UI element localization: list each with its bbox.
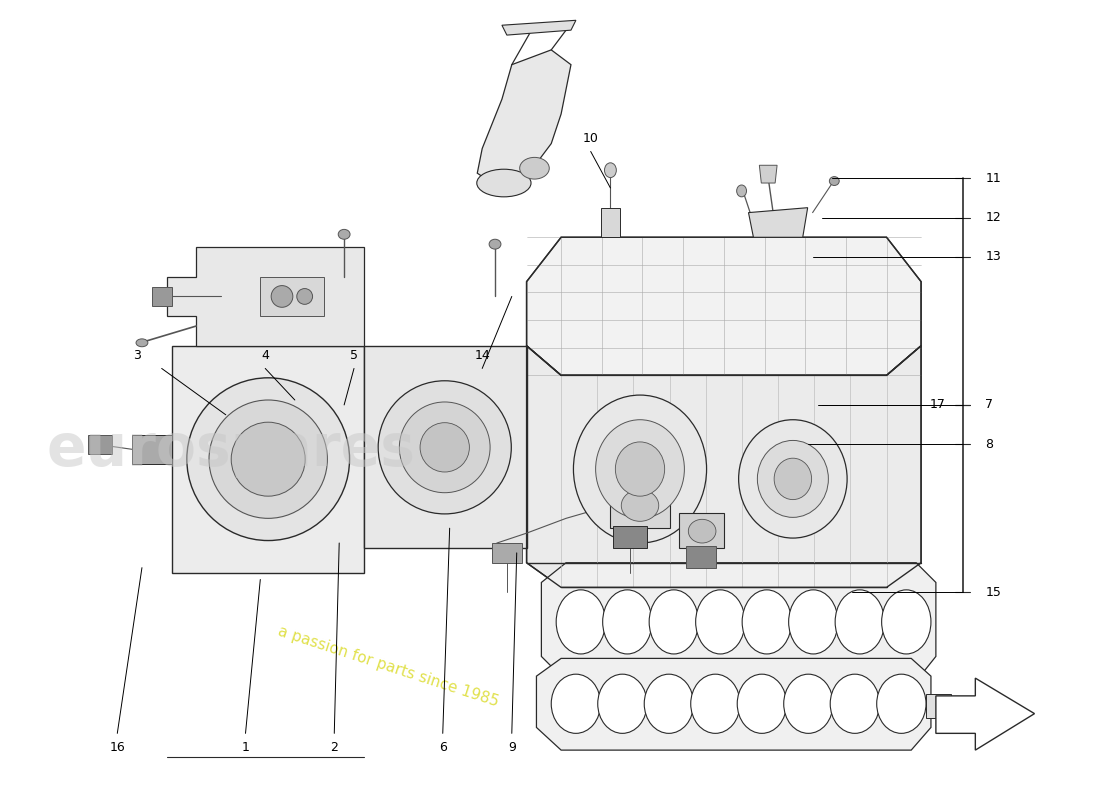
Polygon shape xyxy=(152,286,172,306)
Text: 12: 12 xyxy=(986,211,1001,224)
Text: eurospares: eurospares xyxy=(46,421,415,478)
Ellipse shape xyxy=(420,422,470,472)
Text: 11: 11 xyxy=(986,171,1001,185)
Text: 4: 4 xyxy=(262,349,270,362)
Ellipse shape xyxy=(830,674,880,734)
Polygon shape xyxy=(926,694,950,718)
Text: 9: 9 xyxy=(508,741,516,754)
Polygon shape xyxy=(541,562,936,681)
Ellipse shape xyxy=(338,230,350,239)
Ellipse shape xyxy=(689,519,716,543)
Ellipse shape xyxy=(737,674,786,734)
Polygon shape xyxy=(261,277,324,316)
Polygon shape xyxy=(614,526,647,548)
Ellipse shape xyxy=(557,590,605,654)
Ellipse shape xyxy=(605,163,616,178)
Ellipse shape xyxy=(621,490,659,522)
Ellipse shape xyxy=(551,674,601,734)
Ellipse shape xyxy=(738,420,847,538)
Ellipse shape xyxy=(645,674,693,734)
Text: 14: 14 xyxy=(474,349,491,362)
Ellipse shape xyxy=(136,339,147,346)
Polygon shape xyxy=(88,434,112,454)
Polygon shape xyxy=(527,238,921,375)
Polygon shape xyxy=(492,543,521,562)
Text: 8: 8 xyxy=(986,438,993,451)
Ellipse shape xyxy=(829,177,839,186)
Ellipse shape xyxy=(271,286,293,307)
Text: 15: 15 xyxy=(986,586,1001,599)
Ellipse shape xyxy=(231,422,305,496)
Polygon shape xyxy=(172,346,364,573)
Ellipse shape xyxy=(877,674,926,734)
Ellipse shape xyxy=(603,590,652,654)
Text: 16: 16 xyxy=(109,741,125,754)
Ellipse shape xyxy=(399,402,491,493)
Ellipse shape xyxy=(742,590,792,654)
Ellipse shape xyxy=(649,590,698,654)
Polygon shape xyxy=(680,514,724,548)
Polygon shape xyxy=(748,208,807,238)
Ellipse shape xyxy=(297,289,312,304)
Ellipse shape xyxy=(615,442,664,496)
Polygon shape xyxy=(527,346,921,587)
Ellipse shape xyxy=(691,674,740,734)
Text: 6: 6 xyxy=(439,741,447,754)
Text: 10: 10 xyxy=(583,132,598,145)
Polygon shape xyxy=(936,678,1034,750)
Polygon shape xyxy=(686,546,716,568)
Ellipse shape xyxy=(378,381,512,514)
Ellipse shape xyxy=(783,674,833,734)
Text: 2: 2 xyxy=(330,741,338,754)
Ellipse shape xyxy=(476,170,531,197)
Polygon shape xyxy=(132,434,172,464)
Polygon shape xyxy=(759,166,777,183)
Ellipse shape xyxy=(774,458,812,500)
Polygon shape xyxy=(364,346,527,548)
Ellipse shape xyxy=(519,158,549,179)
Text: 7: 7 xyxy=(986,398,993,411)
Polygon shape xyxy=(610,484,670,528)
Ellipse shape xyxy=(187,378,350,541)
Ellipse shape xyxy=(695,590,745,654)
Polygon shape xyxy=(166,247,364,346)
Text: a passion for parts since 1985: a passion for parts since 1985 xyxy=(276,623,500,709)
Ellipse shape xyxy=(595,420,684,518)
Ellipse shape xyxy=(835,590,884,654)
Text: 1: 1 xyxy=(242,741,250,754)
Text: 5: 5 xyxy=(350,349,358,362)
Ellipse shape xyxy=(737,185,747,197)
Text: 17: 17 xyxy=(930,398,946,411)
Ellipse shape xyxy=(597,674,647,734)
Ellipse shape xyxy=(789,590,838,654)
Ellipse shape xyxy=(490,239,500,249)
Text: 13: 13 xyxy=(986,250,1001,263)
Ellipse shape xyxy=(209,400,328,518)
Ellipse shape xyxy=(758,441,828,518)
Ellipse shape xyxy=(881,590,931,654)
Text: 3: 3 xyxy=(133,349,141,362)
Polygon shape xyxy=(477,50,571,183)
Polygon shape xyxy=(537,658,931,750)
Ellipse shape xyxy=(573,395,706,543)
Polygon shape xyxy=(601,208,620,238)
Polygon shape xyxy=(502,20,576,35)
